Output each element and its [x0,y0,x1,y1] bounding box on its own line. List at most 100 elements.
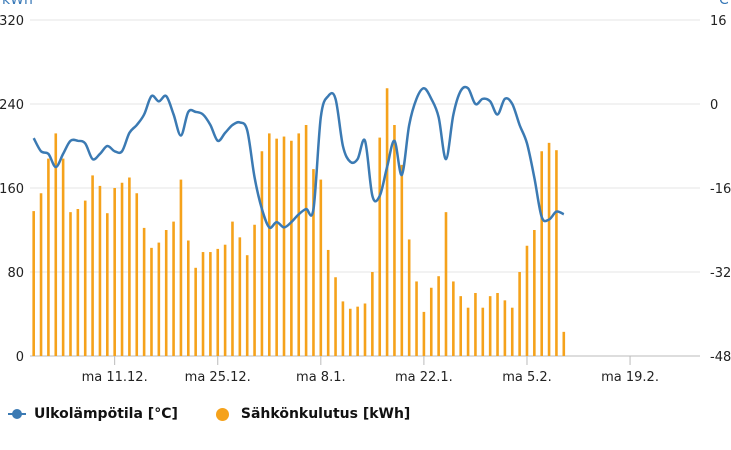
y-right-tick-label: -16 [710,182,731,197]
consumption-bar[interactable] [238,237,242,356]
consumption-bar[interactable] [76,209,80,356]
consumption-bar[interactable] [459,296,463,356]
legend-item-temperature[interactable]: Ulkolämpötila [°C] [8,406,178,422]
consumption-bar[interactable] [496,293,499,356]
legend-item-consumption[interactable]: Sähkönkulutus [kWh] [215,406,411,422]
consumption-bar[interactable] [201,252,205,356]
y-left-tick-label: 240 [0,98,24,113]
consumption-bar[interactable] [135,193,139,356]
legend-label-consumption: Sähkönkulutus [kWh] [240,406,411,422]
y-left-tick-label: 160 [0,182,24,197]
consumption-bar[interactable] [47,158,50,356]
consumption-bar[interactable] [98,185,102,356]
consumption-bar[interactable] [503,300,507,356]
consumption-bar[interactable] [120,182,124,356]
consumption-bar[interactable] [61,158,65,356]
bar-series-icon [215,407,229,421]
consumption-bar[interactable] [356,306,359,356]
consumption-bar[interactable] [348,308,352,356]
consumption-bar[interactable] [39,193,43,356]
consumption-bar[interactable] [319,179,323,356]
y-right-tick-label: 0 [710,98,718,113]
consumption-bar[interactable] [481,307,485,356]
consumption-bar[interactable] [231,221,234,356]
consumption-bar[interactable] [113,188,116,356]
consumption-bar[interactable] [83,200,87,356]
consumption-bar[interactable] [363,303,367,357]
consumption-bar[interactable] [157,242,161,356]
consumption-bar[interactable] [444,212,448,356]
consumption-bar[interactable] [474,293,477,356]
consumption-bar[interactable] [216,248,220,356]
consumption-bar[interactable] [378,137,382,356]
consumption-bar[interactable] [371,272,374,356]
consumption-bar[interactable] [223,244,227,356]
consumption-bar[interactable] [32,211,35,356]
consumption-bar[interactable] [334,277,337,356]
consumption-bar[interactable] [275,138,278,356]
temperature-line [32,85,565,230]
consumption-bar[interactable] [429,287,433,356]
consumption-bar[interactable] [142,227,146,356]
left-axis-unit: kWh [2,0,33,8]
consumption-bar[interactable] [54,133,58,356]
consumption-bar[interactable] [106,213,109,356]
consumption-bars [32,88,566,357]
consumption-bar[interactable] [407,239,411,356]
consumption-bar[interactable] [297,133,301,356]
consumption-bar[interactable] [150,247,153,356]
axis-ticks: 0 -48 80 -32 160 -16 240 0 320 16 ma 11.12. ma 25.1… [0,14,731,385]
consumption-bar[interactable] [326,249,330,356]
y-left-tick-label: 80 [7,266,24,281]
consumption-bar[interactable] [400,164,404,356]
consumption-bar[interactable] [437,276,440,356]
consumption-bar[interactable] [260,151,264,356]
consumption-bar[interactable] [194,267,197,356]
consumption-bar[interactable] [555,150,558,356]
x-tick-label: ma 19.2. [601,370,659,385]
consumption-bar[interactable] [518,272,521,356]
x-tick-label: ma 22.1. [395,370,453,385]
line-series-icon [8,407,26,421]
consumption-bar[interactable] [164,230,168,356]
consumption-bar[interactable] [422,311,426,356]
consumption-bar[interactable] [547,142,551,356]
x-tick-label: ma 8.1. [296,370,346,385]
consumption-bar[interactable] [415,281,418,356]
consumption-bar[interactable] [91,175,94,356]
consumption-bar[interactable] [525,245,529,356]
consumption-bar[interactable] [510,307,514,356]
consumption-bar[interactable] [562,331,566,356]
consumption-bar[interactable] [341,301,345,356]
consumption-bar[interactable] [69,212,72,356]
consumption-bar[interactable] [312,169,315,356]
consumption-bar[interactable] [488,296,492,356]
consumption-bar[interactable] [393,125,396,356]
consumption-bar[interactable] [282,136,286,356]
y-left-tick-label: 320 [0,14,24,29]
consumption-bar[interactable] [245,255,249,356]
consumption-bar[interactable] [385,88,389,356]
legend: Ulkolämpötila [°C] Sähkönkulutus [kWh] [8,406,448,422]
consumption-bar[interactable] [179,179,183,356]
consumption-bar[interactable] [540,151,544,356]
consumption-bar[interactable] [128,177,131,357]
consumption-bar[interactable] [209,252,212,356]
consumption-bar[interactable] [186,240,190,357]
consumption-bar[interactable] [452,281,455,356]
x-tick-label: ma 11.12. [82,370,148,385]
right-axis-unit: °C [712,0,729,8]
consumption-bar[interactable] [267,133,271,356]
consumption-bar[interactable] [533,230,536,356]
gridlines [30,19,700,357]
y-right-tick-label: 16 [710,14,727,29]
y-left-tick-label: 0 [16,350,24,365]
consumption-bar[interactable] [290,140,293,356]
consumption-bar[interactable] [253,224,256,356]
consumption-bar[interactable] [466,307,470,356]
legend-label-temperature: Ulkolämpötila [°C] [34,406,178,422]
consumption-bar[interactable] [172,221,175,356]
consumption-bar[interactable] [304,125,308,356]
x-tick-label: ma 25.12. [185,370,251,385]
